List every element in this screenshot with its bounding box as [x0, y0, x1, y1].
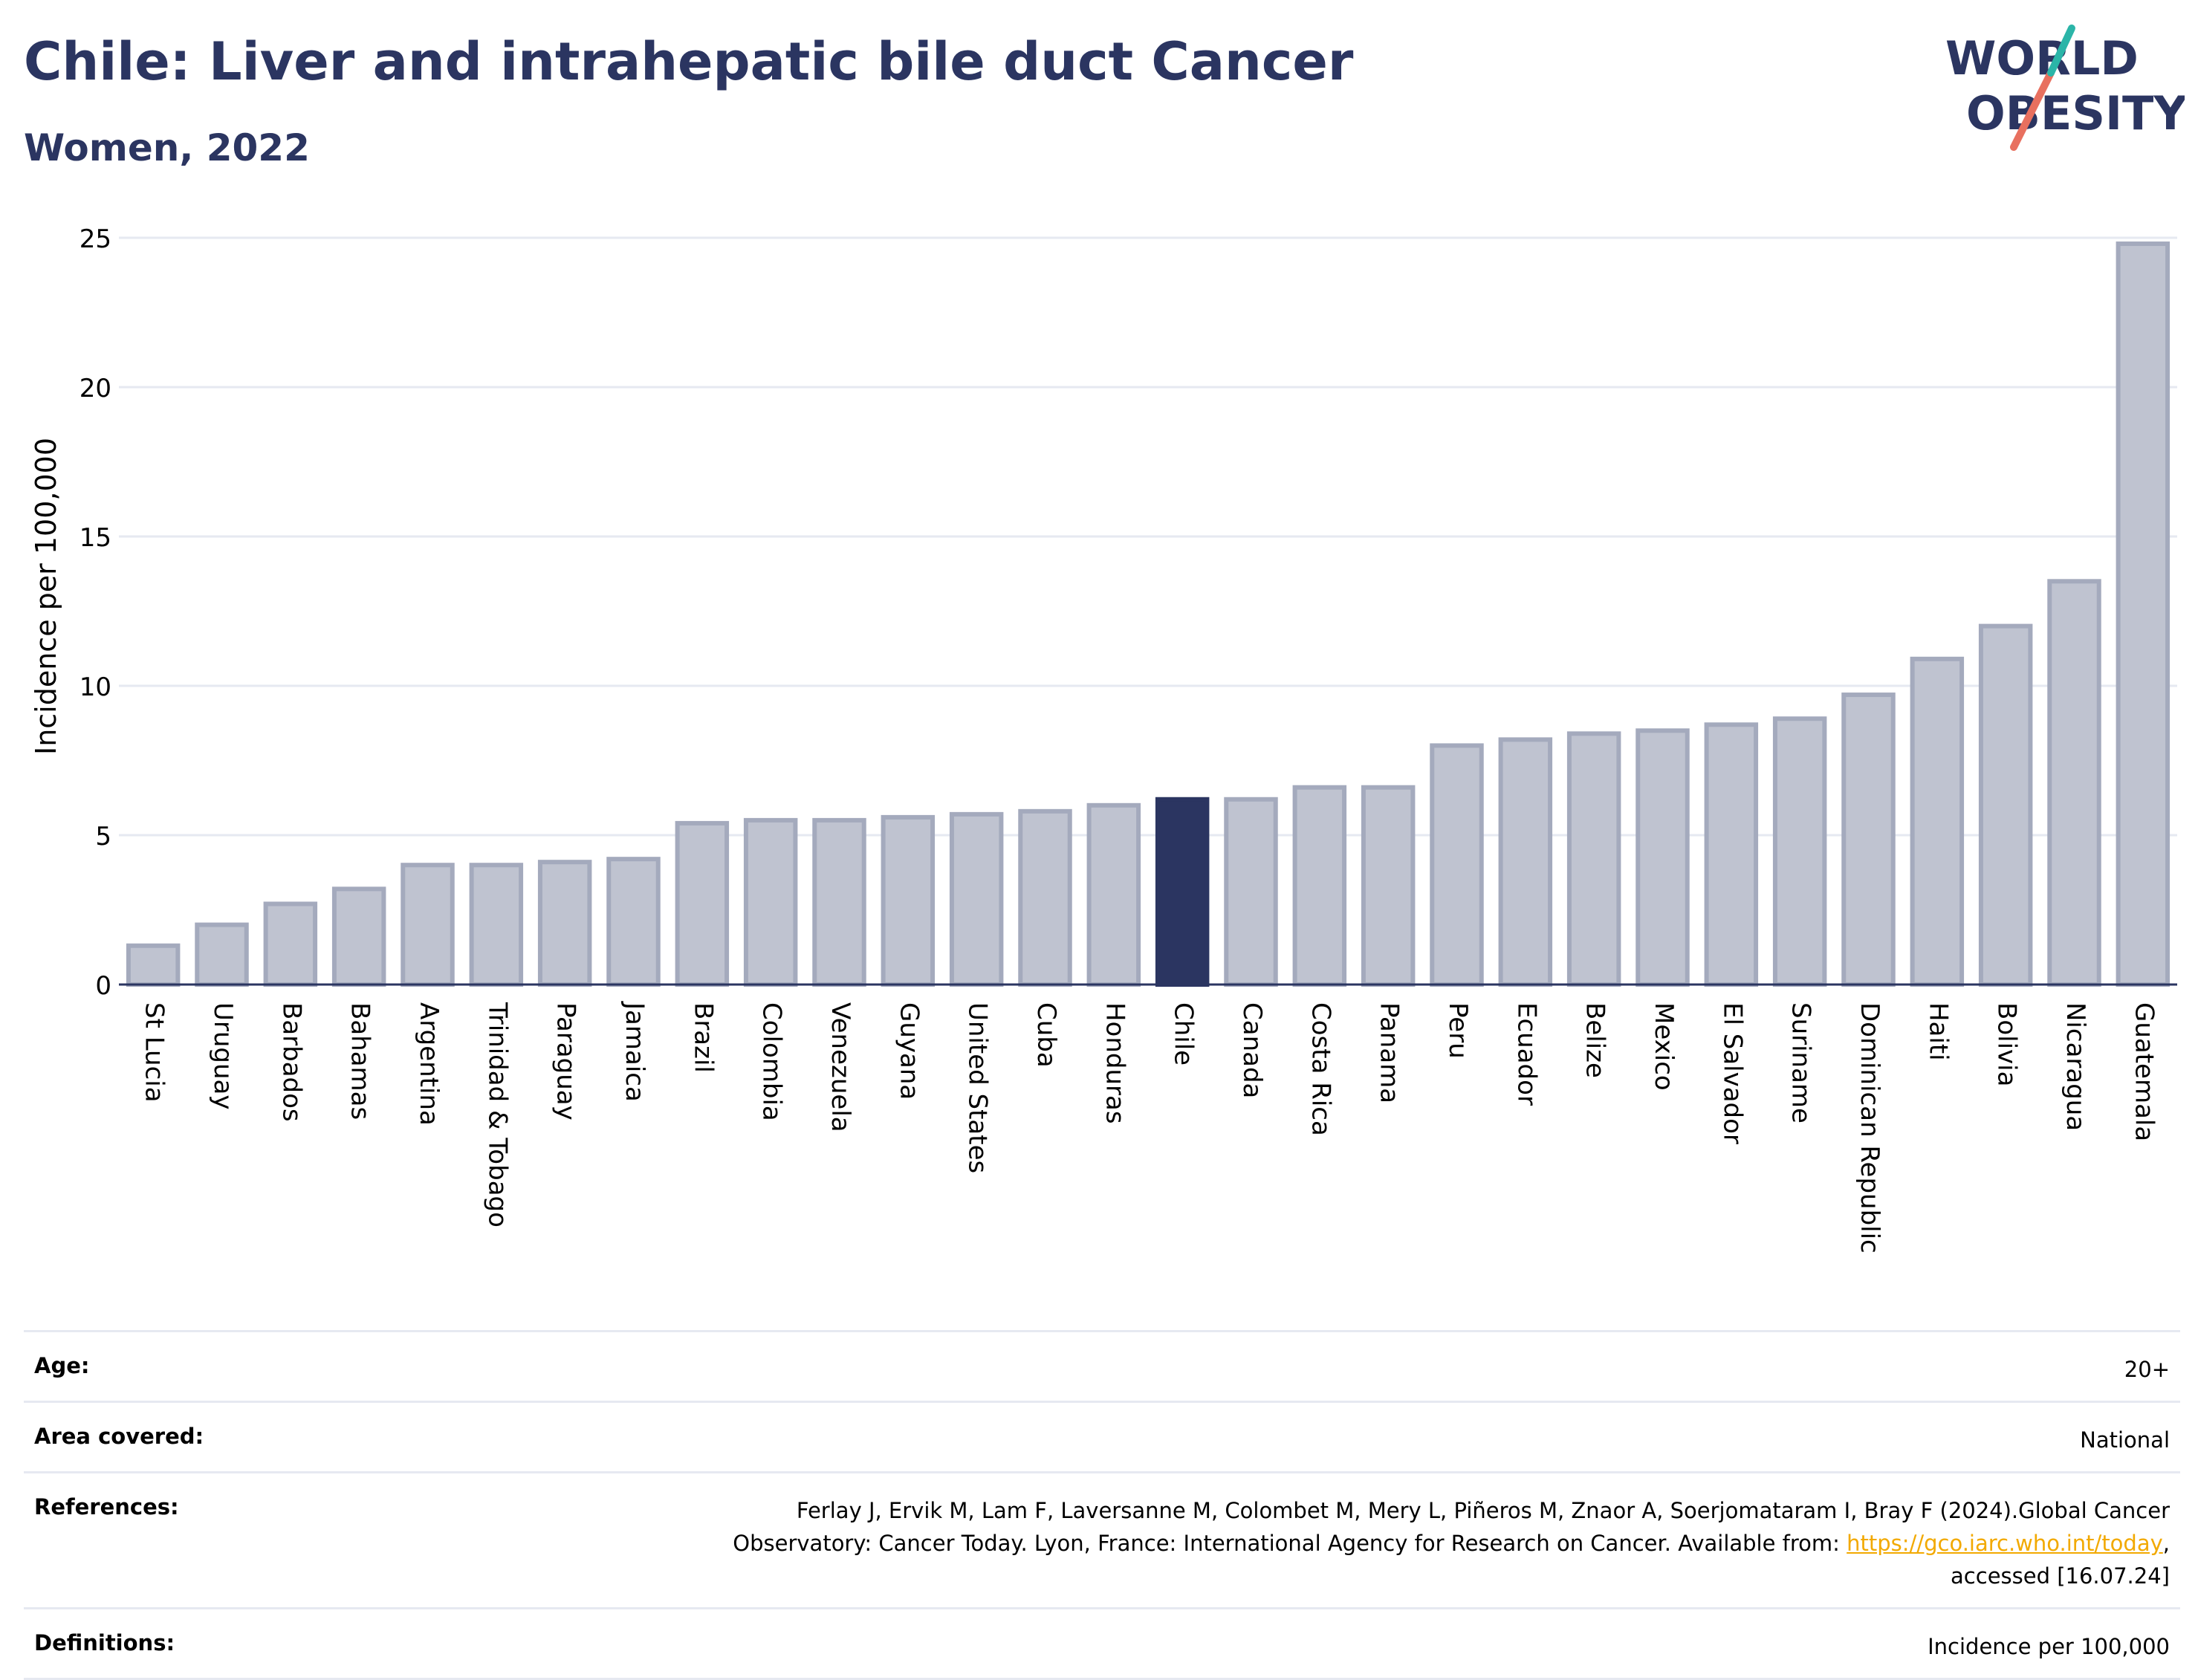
references-value: Ferlay J, Ervik M, Lam F, Laversanne M, …: [733, 1494, 2170, 1592]
x-tick-label: Trinidad & Tobago: [482, 1002, 512, 1227]
x-tick-label: St Lucia: [140, 1002, 169, 1103]
x-tick-label: Nicaragua: [2061, 1002, 2090, 1131]
y-tick-label: 5: [95, 822, 111, 852]
x-tick-label: Honduras: [1100, 1002, 1129, 1124]
y-axis-label: Incidence per 100,000: [30, 438, 62, 755]
x-tick-label: Argentina: [414, 1002, 444, 1126]
x-tick-label: Bahamas: [346, 1002, 375, 1120]
x-tick-label: Haiti: [1923, 1002, 1953, 1061]
bar-trinidad-tobago: [469, 863, 524, 987]
bar-dominican-republic: [1841, 693, 1896, 987]
y-tick-label: 15: [80, 523, 111, 553]
bar-chart: 0 5 10 15 20 25 St Lucia Uruguay Barbados Bahama…: [30, 224, 2177, 1253]
bar-mexico: [1635, 728, 1690, 987]
x-tick-label: Peru: [1443, 1002, 1473, 1059]
bar-paraguay: [537, 860, 592, 987]
definitions-label: Definitions:: [34, 1630, 175, 1655]
x-tick-label: Guyana: [894, 1002, 924, 1100]
x-tick-label: Colombia: [757, 1002, 787, 1121]
x-tick-label: Suriname: [1786, 1002, 1816, 1123]
chart-subtitle: Women, 2022: [24, 126, 310, 169]
x-tick-label: Cuba: [1031, 1002, 1061, 1068]
bar-nicaragua: [2047, 579, 2101, 987]
x-tick-label: Jamaica: [620, 1001, 649, 1102]
x-tick-label: Canada: [1237, 1002, 1267, 1098]
x-tick-label: Venezuela: [826, 1002, 855, 1132]
meta-row-definitions: Definitions: Incidence per 100,000: [24, 1607, 2180, 1680]
logo-text-line2: OBESITY: [1966, 86, 2185, 140]
x-tick-label: Panama: [1375, 1002, 1404, 1103]
area-label: Area covered:: [34, 1424, 204, 1449]
bar-uruguay: [195, 922, 249, 987]
x-tick-label: Bolivia: [1992, 1002, 2022, 1086]
bar-guatemala: [2116, 241, 2171, 987]
definitions-value: Incidence per 100,000: [1928, 1634, 2170, 1659]
bar-canada: [1224, 797, 1278, 987]
y-tick-label: 10: [80, 672, 111, 702]
meta-row-area: Area covered: National: [24, 1401, 2180, 1471]
x-tick-label: Costa Rica: [1306, 1002, 1335, 1136]
x-tick-label: Uruguay: [208, 1002, 238, 1110]
y-tick-label: 25: [80, 224, 111, 254]
x-tick-label: Dominican Republic: [1855, 1002, 1884, 1253]
y-tick-label: 20: [80, 374, 111, 403]
bar-belize: [1566, 731, 1621, 987]
references-link[interactable]: https://gco.iarc.who.int/today: [1847, 1531, 2163, 1556]
bar-honduras: [1086, 802, 1141, 987]
world-obesity-logo: WORLD OBESITY: [1945, 25, 2185, 151]
x-tick-label: Mexico: [1649, 1002, 1679, 1091]
bar-cuba: [1018, 808, 1072, 987]
x-tick-label: Brazil: [688, 1002, 718, 1073]
references-line1: Ferlay J, Ervik M, Lam F, Laversanne M, …: [796, 1498, 2170, 1523]
x-tick-label: El Salvador: [1717, 1002, 1747, 1144]
bars: [126, 241, 2171, 987]
bar-costa-rica: [1292, 785, 1347, 987]
chart-title: Chile: Liver and intrahepatic bile duct …: [24, 31, 1354, 92]
logo-text-line1: WORLD: [1945, 31, 2139, 85]
metadata-table: Age: 20+ Area covered: National Referenc…: [24, 1330, 2180, 1680]
bar-jamaica: [606, 857, 661, 987]
bar-peru: [1430, 743, 1484, 987]
meta-row-age: Age: 20+: [24, 1330, 2180, 1401]
bar-united-states: [949, 811, 1004, 987]
bar-bolivia: [1978, 623, 2033, 987]
y-axis-ticks: 0 5 10 15 20 25: [80, 224, 111, 1001]
bar-guyana: [881, 814, 936, 987]
bar-panama: [1361, 785, 1416, 987]
bar-venezuela: [812, 817, 866, 987]
area-value: National: [2080, 1427, 2170, 1453]
bar-el-salvador: [1704, 722, 1759, 987]
references-line2: Observatory: Cancer Today. Lyon, France:…: [733, 1531, 1847, 1556]
x-tick-label: Ecuador: [1511, 1002, 1541, 1106]
age-label: Age:: [34, 1353, 90, 1378]
bar-argentina: [401, 863, 455, 987]
bar-haiti: [1910, 656, 1965, 987]
bar-brazil: [675, 820, 730, 987]
bar-colombia: [743, 817, 798, 987]
bar-chile: [1155, 797, 1210, 987]
y-tick-label: 0: [95, 971, 111, 1001]
references-line2-end: ,: [2162, 1531, 2170, 1556]
logo-slash-coral: [2010, 69, 2055, 151]
bar-barbados: [263, 901, 318, 987]
bar-suriname: [1772, 716, 1827, 987]
bar-st-lucia: [126, 943, 181, 987]
bar-ecuador: [1498, 737, 1553, 987]
x-tick-label: Chile: [1169, 1002, 1199, 1066]
grid-lines: [119, 236, 2177, 837]
x-tick-label: United States: [963, 1002, 993, 1173]
x-tick-label: Paraguay: [551, 1002, 581, 1120]
x-tick-label: Belize: [1581, 1002, 1610, 1078]
meta-row-references: References: Ferlay J, Ervik M, Lam F, La…: [24, 1471, 2180, 1607]
logo-slash-teal: [2047, 25, 2075, 77]
references-line3: accessed [16.07.24]: [1951, 1563, 2170, 1589]
x-tick-label: Barbados: [276, 1002, 306, 1122]
age-value: 20+: [2124, 1357, 2170, 1382]
references-label: References:: [34, 1494, 179, 1520]
bar-bahamas: [331, 886, 386, 987]
x-axis-ticks: St Lucia Uruguay Barbados Bahamas Argentina T…: [140, 1001, 2159, 1253]
x-tick-label: Guatemala: [2129, 1002, 2159, 1141]
